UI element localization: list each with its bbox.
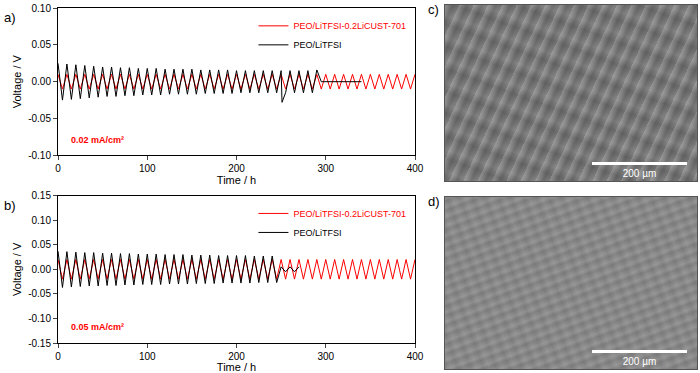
- svg-text:0: 0: [55, 163, 61, 174]
- html-text:d): d): [428, 194, 440, 209]
- svg-text:a): a): [4, 10, 16, 25]
- svg-text:-0.10: -0.10: [28, 150, 51, 161]
- svg-text:Time / h: Time / h: [217, 361, 256, 373]
- svg-text:100: 100: [139, 163, 156, 174]
- svg-text:0.00: 0.00: [32, 264, 52, 275]
- svg-text:Time / h: Time / h: [217, 174, 256, 186]
- svg-text:-0.15: -0.15: [28, 338, 51, 349]
- svg-text:0.15: 0.15: [32, 190, 52, 201]
- svg-text:100: 100: [139, 351, 156, 362]
- svg-text:0.05: 0.05: [32, 39, 52, 50]
- svg-text:PEO/LiTFSI-0.2LiCUST-701: PEO/LiTFSI-0.2LiCUST-701: [293, 209, 406, 219]
- svg-text:PEO/LiTFSI: PEO/LiTFSI: [293, 40, 341, 50]
- html-text:c): c): [428, 2, 439, 17]
- svg-text:-0.05: -0.05: [28, 288, 51, 299]
- svg-text:PEO/LiTFSI: PEO/LiTFSI: [293, 228, 341, 238]
- svg-text:-0.10: -0.10: [28, 313, 51, 324]
- svg-text:400: 400: [407, 163, 424, 174]
- svg-text:200: 200: [228, 351, 245, 362]
- svg-text:0.00: 0.00: [32, 76, 52, 87]
- svg-text:Voltage / V: Voltage / V: [11, 54, 23, 108]
- svg-text:-0.05: -0.05: [28, 113, 51, 124]
- svg-text:b): b): [4, 198, 16, 213]
- svg-text:0.10: 0.10: [32, 215, 52, 226]
- svg-text:0.05 mA/cm²: 0.05 mA/cm²: [71, 322, 124, 332]
- svg-text:300: 300: [317, 163, 334, 174]
- html-text:200 µm: 200 µm: [622, 356, 657, 367]
- svg-text:0.10: 0.10: [32, 3, 52, 14]
- svg-text:0.05: 0.05: [32, 239, 52, 250]
- svg-text:PEO/LiTFSI-0.2LiCUST-701: PEO/LiTFSI-0.2LiCUST-701: [293, 21, 406, 31]
- svg-text:200: 200: [228, 163, 245, 174]
- svg-text:300: 300: [317, 351, 334, 362]
- svg-text:Voltage / V: Voltage / V: [11, 242, 23, 296]
- svg-text:0: 0: [55, 351, 61, 362]
- html-text:200 µm: 200 µm: [622, 168, 657, 179]
- svg-text:0.02 mA/cm²: 0.02 mA/cm²: [71, 135, 124, 145]
- svg-text:400: 400: [407, 351, 424, 362]
